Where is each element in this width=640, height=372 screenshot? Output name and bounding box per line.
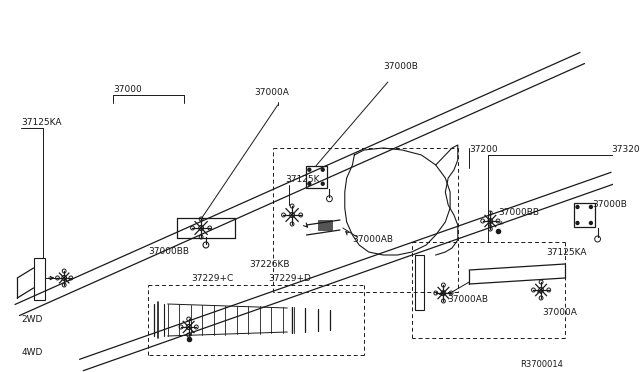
Circle shape xyxy=(449,291,453,295)
Circle shape xyxy=(187,317,191,321)
Circle shape xyxy=(62,269,66,273)
Circle shape xyxy=(539,296,543,300)
Circle shape xyxy=(576,205,579,208)
Text: 37125K: 37125K xyxy=(285,175,320,184)
Bar xyxy=(415,255,424,310)
Text: 37000B: 37000B xyxy=(383,62,418,71)
Circle shape xyxy=(539,280,543,284)
Circle shape xyxy=(299,213,303,217)
Text: 37000: 37000 xyxy=(113,85,141,94)
Text: 37000A: 37000A xyxy=(254,88,289,97)
Circle shape xyxy=(199,235,203,239)
Circle shape xyxy=(199,217,203,221)
Circle shape xyxy=(434,291,438,295)
Circle shape xyxy=(69,276,73,280)
Text: 2WD: 2WD xyxy=(21,315,42,324)
Circle shape xyxy=(576,221,579,224)
Text: 37125KA: 37125KA xyxy=(21,118,61,127)
Circle shape xyxy=(442,299,445,303)
Circle shape xyxy=(56,276,60,280)
Circle shape xyxy=(496,219,500,223)
Text: 37320: 37320 xyxy=(611,145,639,154)
Text: R3700014: R3700014 xyxy=(520,360,563,369)
Circle shape xyxy=(532,288,535,292)
Text: 4WD: 4WD xyxy=(21,348,42,357)
Circle shape xyxy=(488,227,492,231)
Circle shape xyxy=(308,168,311,171)
Text: 37000BB: 37000BB xyxy=(148,247,189,256)
Circle shape xyxy=(62,283,66,287)
Circle shape xyxy=(442,283,445,287)
Text: 37000B: 37000B xyxy=(592,200,627,209)
Bar xyxy=(305,166,326,188)
Circle shape xyxy=(321,182,324,185)
Circle shape xyxy=(488,211,492,215)
Circle shape xyxy=(481,219,484,223)
Circle shape xyxy=(308,182,311,185)
Text: 37000BB: 37000BB xyxy=(498,208,539,217)
Text: 37226KB: 37226KB xyxy=(249,260,289,269)
Text: 37125KA: 37125KA xyxy=(546,248,586,257)
Text: 37000AB: 37000AB xyxy=(447,295,488,304)
Circle shape xyxy=(195,325,198,329)
Circle shape xyxy=(179,325,183,329)
Circle shape xyxy=(290,204,294,208)
Circle shape xyxy=(589,205,593,208)
Circle shape xyxy=(282,213,285,217)
Text: 37200: 37200 xyxy=(469,145,498,154)
Bar xyxy=(573,203,595,227)
Bar xyxy=(318,220,332,230)
Circle shape xyxy=(321,168,324,171)
Text: 37000A: 37000A xyxy=(542,308,577,317)
Text: 37229+C: 37229+C xyxy=(191,274,234,283)
Circle shape xyxy=(290,222,294,226)
Circle shape xyxy=(547,288,550,292)
Bar xyxy=(33,258,45,300)
Circle shape xyxy=(187,333,191,337)
Circle shape xyxy=(589,221,593,224)
Text: 37229+D: 37229+D xyxy=(268,274,311,283)
Circle shape xyxy=(191,226,195,230)
Text: 37000AB: 37000AB xyxy=(353,235,394,244)
Circle shape xyxy=(208,226,212,230)
